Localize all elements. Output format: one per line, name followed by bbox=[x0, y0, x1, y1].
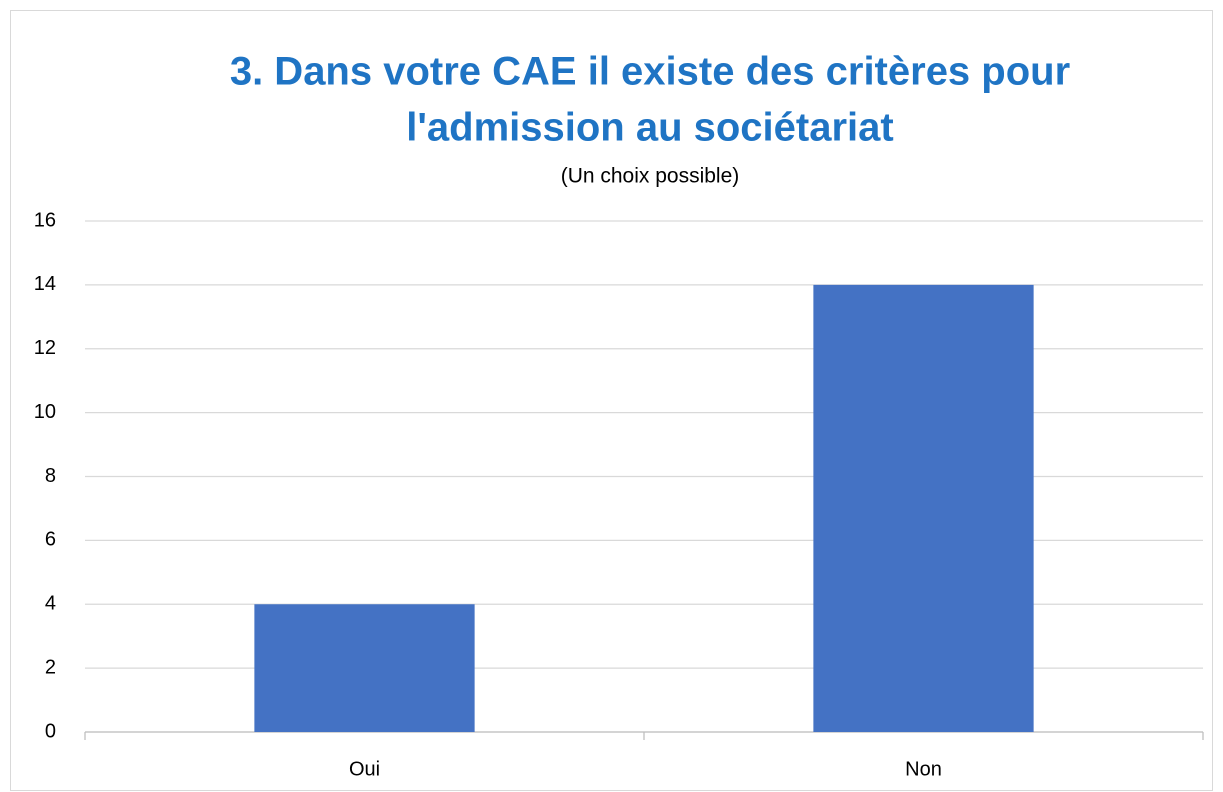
y-tick-label: 10 bbox=[34, 401, 56, 423]
y-tick-label: 8 bbox=[45, 465, 56, 487]
bar bbox=[813, 284, 1034, 732]
chart-title: 3. Dans votre CAE il existe des critères… bbox=[230, 50, 1070, 94]
y-tick-label: 4 bbox=[45, 593, 56, 615]
y-tick-label: 14 bbox=[34, 273, 56, 295]
y-tick-label: 6 bbox=[45, 529, 56, 551]
x-tick-label: Oui bbox=[349, 758, 380, 780]
y-tick-label: 16 bbox=[34, 209, 56, 231]
bar bbox=[254, 604, 475, 732]
x-tick-label: Non bbox=[905, 758, 942, 780]
chart-subtitle: (Un choix possible) bbox=[561, 165, 740, 188]
chart-title: l'admission au sociétariat bbox=[406, 106, 893, 150]
y-tick-label: 12 bbox=[34, 337, 56, 359]
y-tick-label: 0 bbox=[45, 720, 56, 742]
y-tick-label: 2 bbox=[45, 656, 56, 678]
